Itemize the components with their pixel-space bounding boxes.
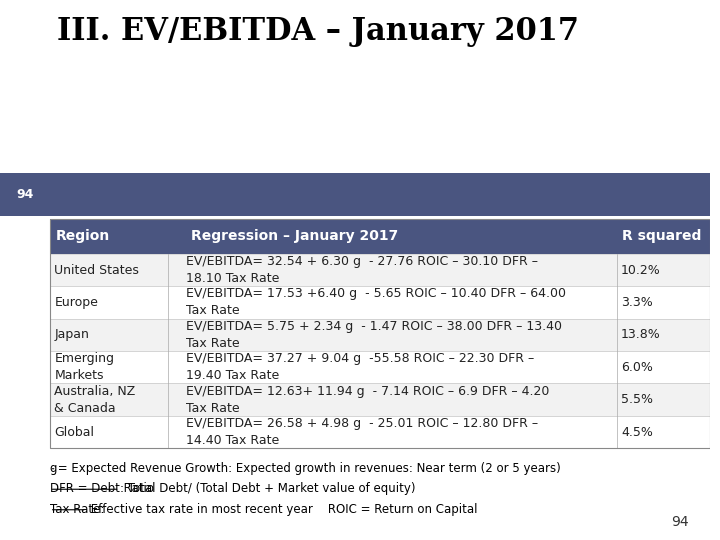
Text: United States: United States: [55, 264, 139, 276]
FancyBboxPatch shape: [50, 383, 710, 416]
FancyBboxPatch shape: [0, 173, 50, 216]
Text: Effective tax rate in most recent year    ROIC = Return on Capital: Effective tax rate in most recent year R…: [86, 503, 477, 516]
Text: EV/EBITDA= 32.54 + 6.30 g  - 27.76 ROIC – 30.10 DFR –
18.10 Tax Rate: EV/EBITDA= 32.54 + 6.30 g - 27.76 ROIC –…: [186, 255, 539, 285]
Text: 5.5%: 5.5%: [621, 393, 653, 406]
Text: R squared: R squared: [622, 230, 701, 243]
Text: 94: 94: [16, 188, 34, 201]
FancyBboxPatch shape: [50, 219, 710, 254]
Text: Europe: Europe: [55, 296, 99, 309]
Text: Global: Global: [55, 426, 94, 438]
Text: = Expected Revenue Growth: Expected growth in revenues: Near term (2 or 5 years): = Expected Revenue Growth: Expected grow…: [54, 462, 561, 475]
FancyBboxPatch shape: [50, 351, 710, 383]
Text: Region: Region: [55, 230, 110, 243]
Text: 94: 94: [671, 515, 688, 529]
FancyBboxPatch shape: [50, 173, 710, 216]
FancyBboxPatch shape: [50, 254, 710, 286]
Text: 3.3%: 3.3%: [621, 296, 653, 309]
Text: Emerging
Markets: Emerging Markets: [55, 352, 114, 382]
Text: III. EV/EBITDA – January 2017: III. EV/EBITDA – January 2017: [57, 16, 579, 47]
Text: DFR = Debt Ratio: DFR = Debt Ratio: [50, 482, 158, 495]
Text: EV/EBITDA= 5.75 + 2.34 g  - 1.47 ROIC – 38.00 DFR – 13.40
Tax Rate: EV/EBITDA= 5.75 + 2.34 g - 1.47 ROIC – 3…: [186, 320, 562, 350]
Text: 6.0%: 6.0%: [621, 361, 653, 374]
Text: EV/EBITDA= 12.63+ 11.94 g  - 7.14 ROIC – 6.9 DFR – 4.20
Tax Rate: EV/EBITDA= 12.63+ 11.94 g - 7.14 ROIC – …: [186, 384, 550, 415]
Text: : Total Debt/ (Total Debt + Market value of equity): : Total Debt/ (Total Debt + Market value…: [120, 482, 415, 495]
Text: Regression – January 2017: Regression – January 2017: [191, 230, 398, 243]
Text: EV/EBITDA= 26.58 + 4.98 g  - 25.01 ROIC – 12.80 DFR –
14.40 Tax Rate: EV/EBITDA= 26.58 + 4.98 g - 25.01 ROIC –…: [186, 417, 539, 447]
FancyBboxPatch shape: [50, 416, 710, 448]
Text: 10.2%: 10.2%: [621, 264, 661, 276]
Text: Tax Rate:: Tax Rate:: [50, 503, 104, 516]
Text: Australia, NZ
& Canada: Australia, NZ & Canada: [55, 384, 135, 415]
FancyBboxPatch shape: [50, 319, 710, 351]
Text: 13.8%: 13.8%: [621, 328, 661, 341]
Text: g: g: [50, 462, 57, 475]
Text: EV/EBITDA= 17.53 +6.40 g  - 5.65 ROIC – 10.40 DFR – 64.00
Tax Rate: EV/EBITDA= 17.53 +6.40 g - 5.65 ROIC – 1…: [186, 287, 567, 318]
FancyBboxPatch shape: [50, 286, 710, 319]
Text: EV/EBITDA= 37.27 + 9.04 g  -55.58 ROIC – 22.30 DFR –
19.40 Tax Rate: EV/EBITDA= 37.27 + 9.04 g -55.58 ROIC – …: [186, 352, 535, 382]
Text: 4.5%: 4.5%: [621, 426, 653, 438]
Text: Japan: Japan: [55, 328, 89, 341]
